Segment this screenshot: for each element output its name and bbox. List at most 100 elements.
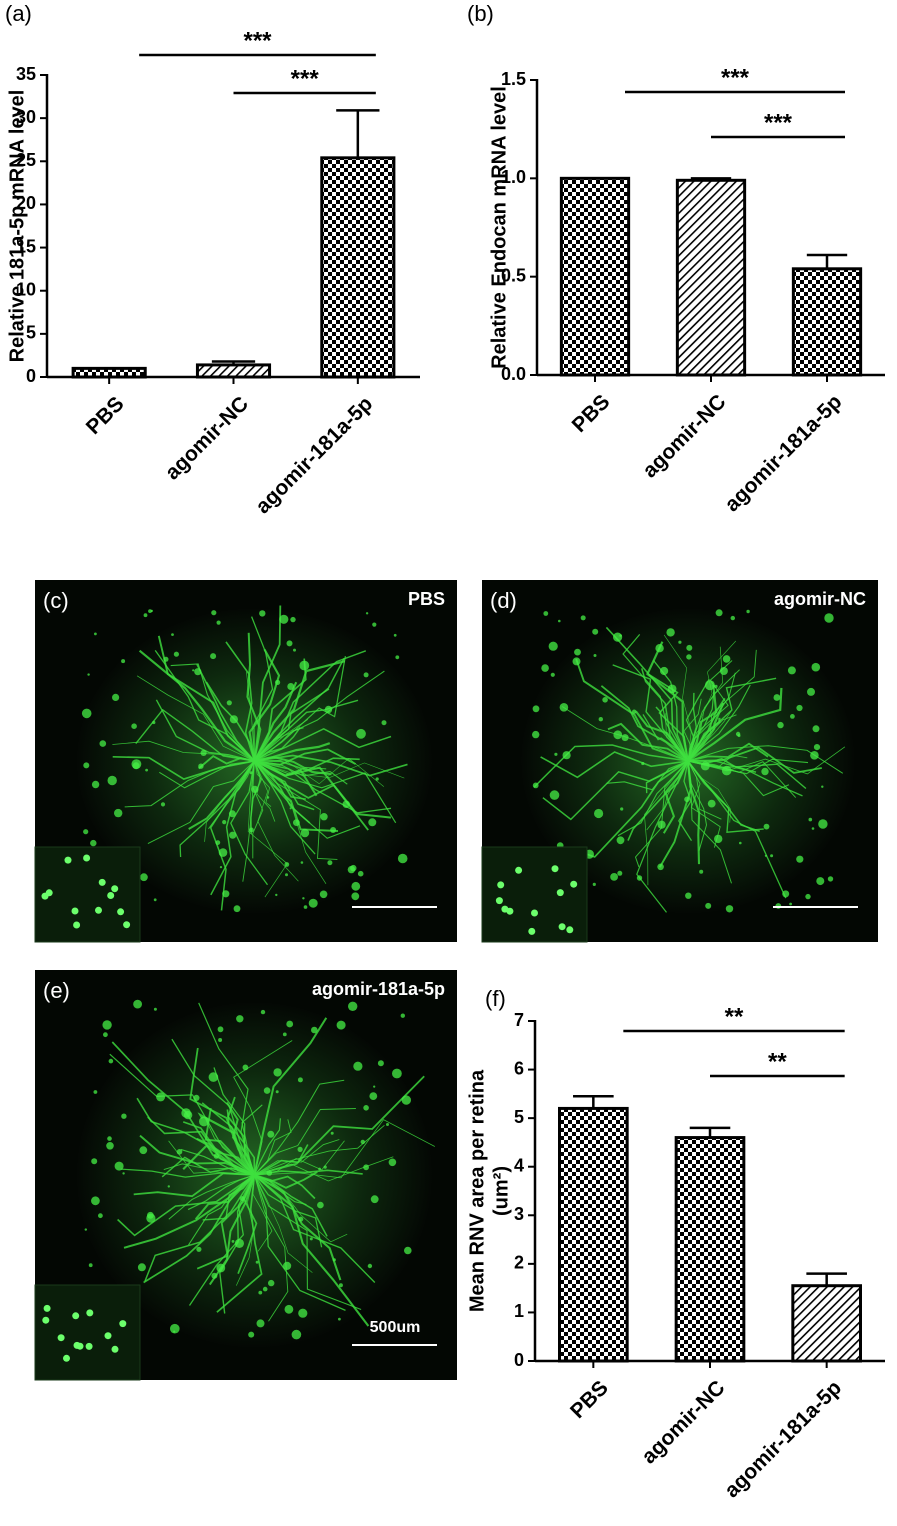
vessel [189, 1047, 256, 1176]
tuft [282, 1032, 287, 1037]
tuft [262, 1286, 268, 1292]
tuft [375, 777, 379, 781]
inset-dot [111, 885, 119, 893]
vessel [687, 760, 760, 832]
tuft [258, 1290, 263, 1295]
vessel [147, 760, 255, 845]
tuft [327, 860, 333, 866]
tuft [83, 829, 89, 835]
tuft [215, 840, 221, 845]
x-tick-label: PBS [568, 390, 615, 437]
tuft [796, 855, 804, 863]
inset-dot [111, 1345, 119, 1353]
y-tick-label: 5 [26, 323, 36, 343]
tuft [678, 640, 682, 644]
vessel [225, 641, 256, 762]
tuft [167, 1185, 170, 1188]
vessel [687, 691, 715, 762]
tuft [787, 666, 796, 675]
x-tick-label: agomir-181a-5p [720, 1376, 846, 1502]
vessel [687, 672, 736, 762]
panel-label: (e) [43, 978, 70, 1003]
tuft [686, 644, 693, 651]
tuft [620, 807, 624, 811]
tuft [249, 771, 253, 775]
vessel [575, 658, 689, 762]
inset-dot [551, 865, 559, 873]
tuft [347, 865, 356, 874]
tuft [686, 654, 692, 660]
tuft [311, 1026, 318, 1034]
vessel [136, 1097, 255, 1176]
vessel [170, 663, 255, 762]
tuft [317, 1201, 324, 1209]
vessel [646, 641, 690, 762]
vessel [242, 760, 255, 882]
tuft [666, 628, 675, 637]
tuft [199, 1116, 209, 1127]
vessel [248, 648, 281, 762]
x-tick-label: agomir-NC [637, 1376, 729, 1468]
vessel [254, 1144, 309, 1176]
tuft [719, 667, 728, 675]
vessel [605, 626, 689, 762]
vessel [687, 649, 757, 762]
tuft [602, 697, 608, 703]
vessel [204, 1107, 256, 1176]
inset-dot [570, 880, 578, 888]
tuft [707, 799, 716, 808]
tuft [373, 1085, 376, 1088]
tuft [796, 704, 803, 712]
tuft [348, 1001, 358, 1011]
vessel [663, 634, 692, 762]
vessel [227, 1096, 256, 1176]
tuft [114, 808, 123, 818]
vessel [687, 687, 783, 762]
tuft [816, 877, 825, 886]
vessel [687, 746, 822, 774]
vessel [253, 1174, 323, 1248]
tuft [714, 834, 723, 844]
tuft [279, 614, 289, 624]
tuft [592, 882, 596, 887]
vessel [254, 742, 331, 763]
tuft [360, 1139, 365, 1145]
tuft [812, 725, 820, 733]
tuft [617, 870, 623, 876]
vessel [254, 1139, 340, 1176]
tuft [811, 662, 821, 672]
y-tick-label: 35 [16, 64, 36, 84]
vessel [254, 760, 276, 822]
vessel [209, 760, 256, 911]
bar [674, 1136, 746, 1363]
tuft [228, 810, 236, 818]
vessel [686, 684, 718, 762]
tuft [572, 657, 581, 666]
bar [195, 363, 272, 379]
inset [34, 1284, 141, 1381]
tuft [722, 655, 731, 663]
image-title: agomir-181a-5p [312, 979, 445, 999]
tuft [309, 1237, 313, 1241]
tuft [91, 1158, 98, 1165]
tuft [229, 715, 238, 724]
tuft [170, 1323, 180, 1334]
y-axis-label: Relative Endocan mRNA level [488, 86, 510, 369]
tuft [351, 881, 361, 891]
bar-chart: (f) Mean RNV area per retina (um²) 0 1 2 3 4 5 6 7… [466, 986, 885, 1502]
tuft [88, 1263, 93, 1268]
vessel [241, 1104, 263, 1176]
tuft [367, 1263, 373, 1269]
vessel [644, 760, 689, 886]
inset-dot [566, 926, 574, 934]
tuft [173, 651, 179, 657]
tuft [173, 1330, 176, 1333]
tuft [827, 876, 834, 882]
tuft [790, 714, 795, 719]
tuft [388, 1158, 397, 1167]
tuft [369, 1092, 378, 1100]
significance-label: *** [721, 64, 750, 91]
panel-label: (c) [43, 588, 69, 613]
bar [320, 156, 396, 379]
inset-dot [497, 881, 505, 889]
